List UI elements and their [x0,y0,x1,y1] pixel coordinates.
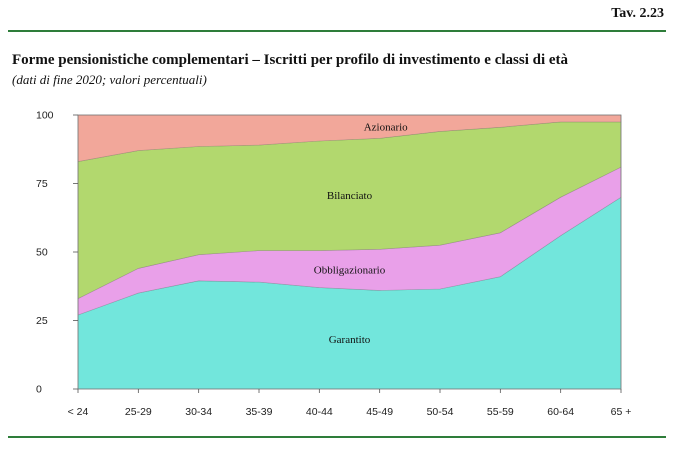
chart-title: Forme pensionistiche complementari – Isc… [12,52,569,68]
series-labels: Garantito Obbligazionario Bilanciato Aziona… [314,121,408,346]
x-tick-label: 50-54 [427,406,454,418]
y-tick-label: 25 [36,315,48,327]
y-tick-label: 50 [36,247,48,259]
y-tick-label: 75 [36,178,48,190]
x-tick-label: 45-49 [366,406,393,418]
x-tick-label: 30-34 [185,406,212,418]
table-number: Tav. 2.23 [611,6,664,21]
y-tick-label: 0 [36,384,42,396]
x-tick-label: 40-44 [306,406,333,418]
series-label-bilanciato: Bilanciato [327,190,373,202]
series-label-obbligazionario: Obbligazionario [314,264,386,276]
top-rule [8,30,666,32]
y-axis: 0 25 50 75 100 [36,110,78,396]
chart-subtitle: (dati di fine 2020; valori percentuali) [12,72,207,87]
x-tick-label: < 24 [68,406,89,418]
series-label-garantito: Garantito [329,334,371,346]
x-tick-label: 55-59 [487,406,514,418]
bottom-rule [8,436,666,438]
x-tick-label: 65 + [611,406,632,418]
y-tick-label: 100 [36,110,54,122]
x-tick-label: 25-29 [125,406,152,418]
chart-areas [77,114,622,390]
x-tick-label: 35-39 [246,406,273,418]
x-axis: < 24 25-29 30-34 35-39 40-44 45-49 50-54 55-59 6… [68,389,632,418]
x-tick-label: 60-64 [547,406,574,418]
series-label-azionario: Azionario [364,121,408,133]
